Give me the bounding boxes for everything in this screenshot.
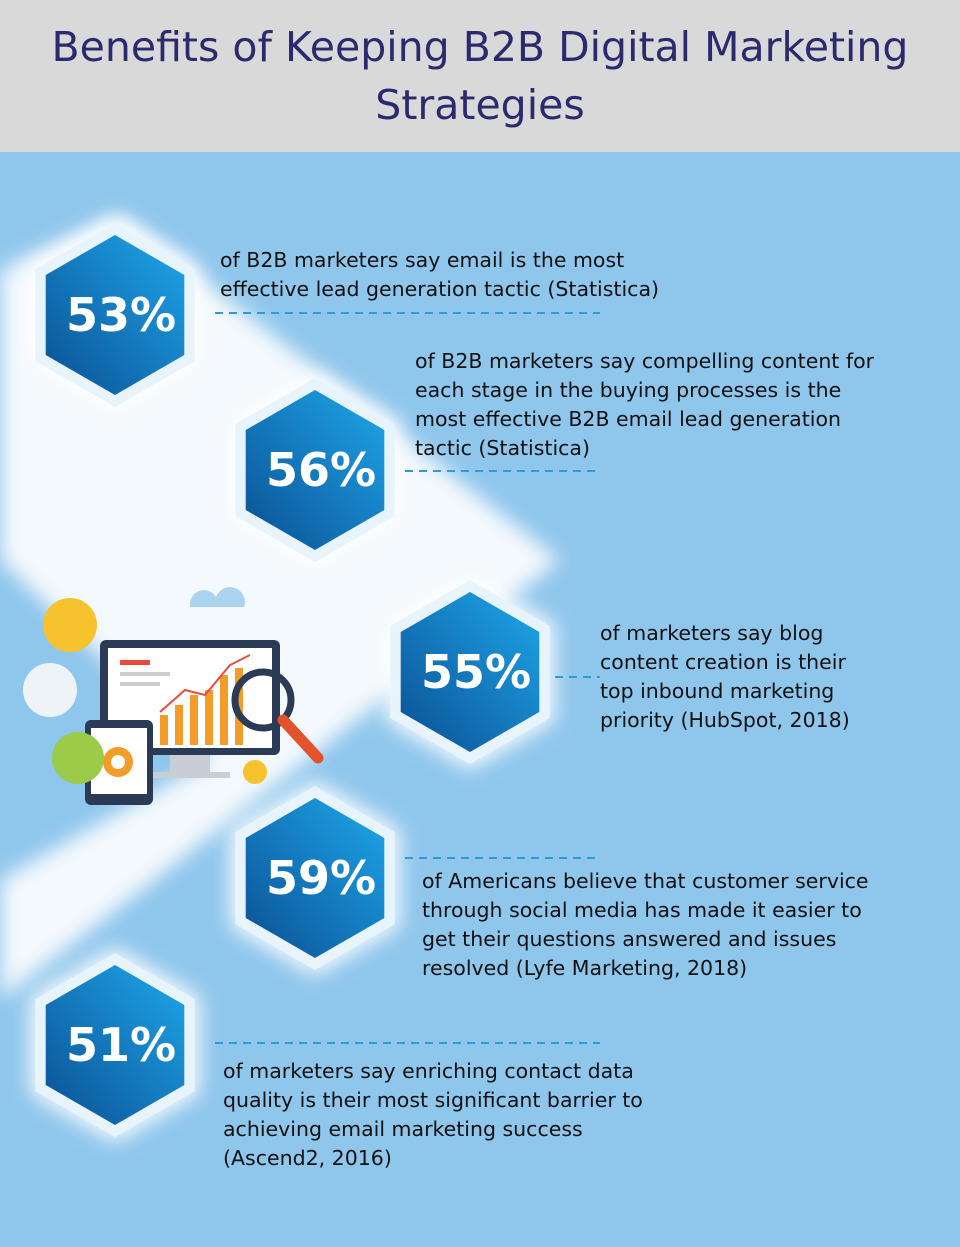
stat-text: get their questions answered and issues <box>422 927 836 951</box>
hex <box>245 390 385 550</box>
stat-text: of marketers say enriching contact data <box>223 1059 634 1083</box>
hex <box>45 965 185 1125</box>
stat-value: 56% <box>266 443 376 497</box>
stat-text: most effective B2B email lead generation <box>415 407 841 431</box>
stat-text: of B2B marketers say compelling content … <box>415 349 875 373</box>
stat-text: top inbound marketing <box>600 679 834 703</box>
stat-text: tactic (Statistica) <box>415 436 590 460</box>
stat-text: priority (HubSpot, 2018) <box>600 708 850 732</box>
stat-text: through social media has made it easier … <box>422 898 862 922</box>
hex <box>245 798 385 958</box>
illustration <box>23 587 324 805</box>
body: 53% of B2B marketers say email is the mos… <box>0 152 960 1247</box>
stat-text: each stage in the buying processes is th… <box>415 378 841 402</box>
stat-value: 55% <box>421 645 531 699</box>
stat-text: resolved (Lyfe Marketing, 2018) <box>422 956 747 980</box>
stat-value: 59% <box>266 851 376 905</box>
stat-text: of marketers say blog <box>600 621 823 645</box>
stat-text: achieving email marketing success <box>223 1117 583 1141</box>
stat-value: 51% <box>66 1018 176 1072</box>
stat-text: quality is their most significant barrie… <box>223 1088 643 1112</box>
stat-value: 53% <box>66 288 176 342</box>
stat-text: of B2B marketers say email is the most <box>220 248 624 272</box>
stat-text: effective lead generation tactic (Statis… <box>220 277 659 301</box>
header: Benefits of Keeping B2B Digital Marketin… <box>0 0 960 152</box>
stat-text: (Ascend2, 2016) <box>223 1146 392 1170</box>
hex <box>45 235 185 395</box>
title: Benefits of Keeping B2B Digital Marketin… <box>51 23 909 129</box>
hex <box>400 592 540 752</box>
stat-text: content creation is their <box>600 650 846 674</box>
stat-text: of Americans believe that customer servi… <box>422 869 869 893</box>
